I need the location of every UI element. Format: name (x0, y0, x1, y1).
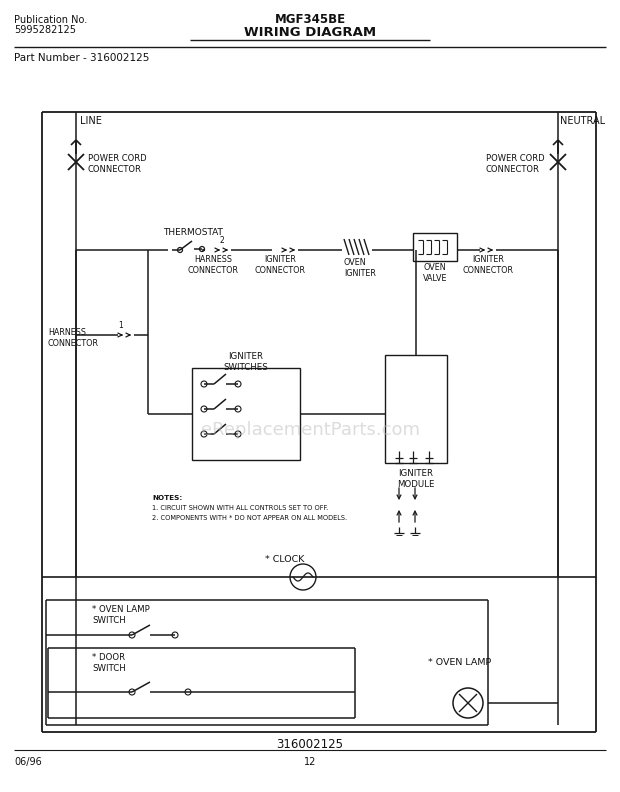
Text: IGNITER
SWITCHES: IGNITER SWITCHES (224, 352, 268, 372)
Text: HARNESS
CONNECTOR: HARNESS CONNECTOR (48, 328, 99, 348)
Text: LINE: LINE (80, 116, 102, 126)
Text: OVEN
IGNITER: OVEN IGNITER (344, 258, 376, 278)
Text: MGF345BE: MGF345BE (275, 13, 345, 26)
Text: IGNITER
CONNECTOR: IGNITER CONNECTOR (254, 255, 306, 275)
Text: NOTES:: NOTES: (152, 495, 182, 501)
Text: POWER CORD
CONNECTOR: POWER CORD CONNECTOR (88, 154, 146, 174)
Text: OVEN
VALVE: OVEN VALVE (423, 263, 447, 283)
Text: eReplacementParts.com: eReplacementParts.com (200, 421, 420, 439)
Text: THERMOSTAT: THERMOSTAT (163, 228, 223, 237)
Text: * CLOCK: * CLOCK (265, 555, 304, 564)
Text: IGNITER
MODULE: IGNITER MODULE (397, 469, 435, 489)
Bar (192, 368, 300, 460)
Text: IGNITER
CONNECTOR: IGNITER CONNECTOR (463, 255, 513, 275)
Text: 5995282125: 5995282125 (14, 25, 76, 35)
Text: Publication No.: Publication No. (14, 15, 87, 25)
Bar (413, 233, 457, 261)
Text: 12: 12 (304, 757, 316, 767)
Text: * DOOR
SWITCH: * DOOR SWITCH (92, 653, 126, 673)
Text: * OVEN LAMP
SWITCH: * OVEN LAMP SWITCH (92, 605, 150, 625)
Text: 06/96: 06/96 (14, 757, 42, 767)
Text: 1: 1 (118, 321, 123, 330)
Text: 2: 2 (219, 236, 224, 245)
Text: 2. COMPONENTS WITH * DO NOT APPEAR ON ALL MODELS.: 2. COMPONENTS WITH * DO NOT APPEAR ON AL… (152, 515, 347, 521)
Text: Part Number - 316002125: Part Number - 316002125 (14, 53, 149, 63)
Text: 1. CIRCUIT SHOWN WITH ALL CONTROLS SET TO OFF.: 1. CIRCUIT SHOWN WITH ALL CONTROLS SET T… (152, 505, 328, 511)
Text: WIRING DIAGRAM: WIRING DIAGRAM (244, 26, 376, 39)
Text: HARNESS
CONNECTOR: HARNESS CONNECTOR (187, 255, 239, 275)
Text: NEUTRAL: NEUTRAL (560, 116, 605, 126)
Bar (385, 355, 447, 463)
Text: 316002125: 316002125 (277, 738, 343, 751)
Text: POWER CORD
CONNECTOR: POWER CORD CONNECTOR (486, 154, 544, 174)
Text: * OVEN LAMP: * OVEN LAMP (428, 658, 491, 667)
